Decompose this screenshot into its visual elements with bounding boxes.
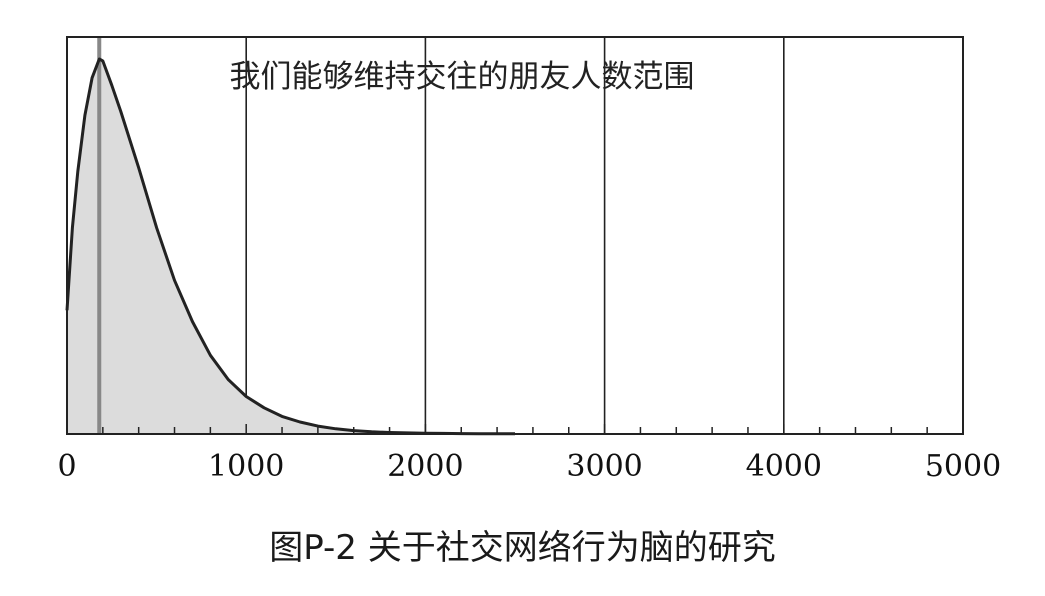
x-tick-label-0: 0 (57, 449, 76, 484)
figure-caption: 图P-2 关于社交网络行为脑的研究 (269, 528, 776, 568)
area-fill (67, 59, 515, 434)
chart-title: 我们能够维持交往的朋友人数范围 (230, 59, 695, 95)
plot-frame (66, 36, 964, 435)
x-tick-label-1000: 1000 (208, 449, 284, 484)
x-tick-label-5000: 5000 (925, 449, 1001, 484)
x-tick-label-3000: 3000 (566, 449, 642, 484)
x-tick-label-2000: 2000 (387, 449, 463, 484)
gridlines (245, 37, 785, 434)
x-tick-label-4000: 4000 (746, 449, 822, 484)
tick-marks (102, 424, 928, 434)
tick-labels: 0 1000 2000 3000 4000 5000 (57, 449, 1001, 484)
chart: 0 1000 2000 3000 4000 5000 我们能够维持交往的朋友人数范围 (57, 36, 1001, 484)
